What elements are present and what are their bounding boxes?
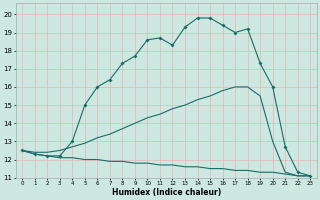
X-axis label: Humidex (Indice chaleur): Humidex (Indice chaleur) — [112, 188, 221, 197]
